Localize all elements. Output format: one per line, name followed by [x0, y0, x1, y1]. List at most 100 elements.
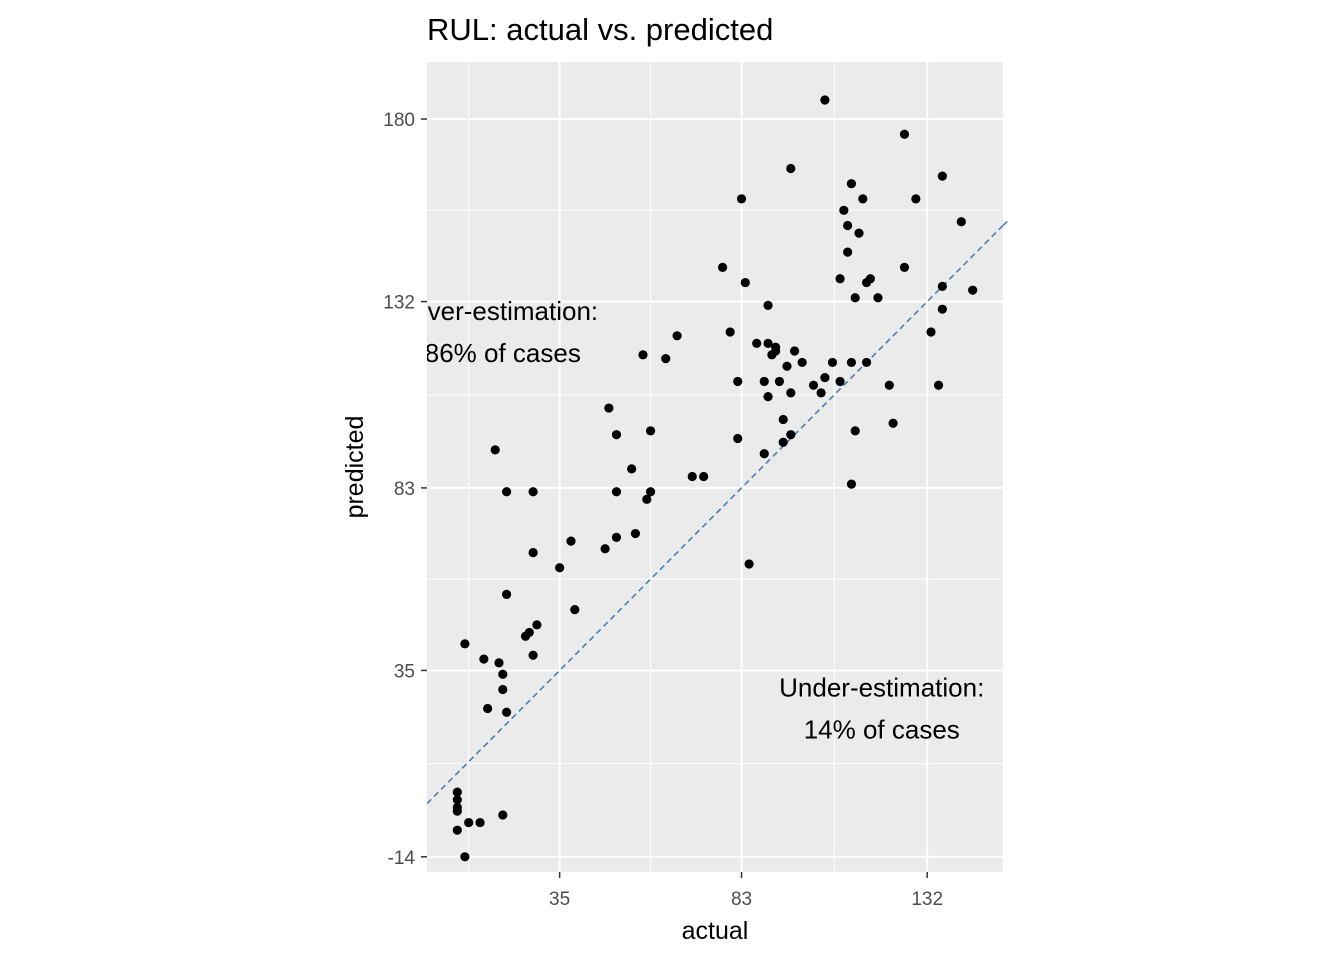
data-point [899, 129, 910, 139]
annotation-text-2-2: 14% of cases [804, 714, 960, 744]
data-points [452, 95, 978, 862]
y-axis-title: predicted [341, 416, 369, 519]
data-point [736, 194, 747, 204]
data-point [687, 471, 697, 482]
data-point [789, 346, 800, 356]
data-point [528, 487, 538, 497]
data-point [498, 810, 508, 820]
data-point [926, 327, 936, 337]
data-point [528, 547, 538, 558]
data-point [494, 658, 504, 668]
data-point [570, 605, 580, 615]
data-point [452, 802, 462, 812]
identity-line [427, 224, 1003, 805]
axes: 35 83 132 -14 35 83 132 180 [383, 110, 943, 910]
y-tick-label: 180 [383, 110, 415, 131]
data-point [460, 852, 470, 862]
data-point [672, 331, 682, 341]
data-point [460, 639, 470, 649]
annotation-text-1-1: Over-estimation: [407, 296, 598, 326]
data-point [873, 293, 883, 303]
data-point [759, 449, 769, 459]
data-point [532, 620, 542, 630]
data-point [839, 205, 849, 215]
annotations: Over-estimation: 86% of cases Under-estima… [407, 296, 984, 744]
data-point [604, 403, 614, 413]
data-point [937, 304, 947, 314]
data-point [501, 487, 512, 497]
data-point [490, 445, 500, 455]
data-point [861, 357, 872, 368]
data-point [661, 354, 671, 364]
data-point [740, 277, 750, 288]
data-point [733, 433, 743, 444]
data-point [600, 544, 610, 554]
data-point [638, 350, 648, 360]
annotation-text-1-2: 86% of cases [425, 338, 581, 368]
data-point [835, 274, 845, 284]
x-tick-label: 83 [731, 889, 752, 910]
data-point [763, 338, 773, 349]
data-point [808, 380, 819, 390]
y-tick-label: -14 [388, 848, 416, 869]
data-point [759, 376, 769, 387]
data-point [498, 684, 508, 695]
identity-reference-line [427, 219, 1009, 805]
data-point [699, 471, 709, 482]
data-point [786, 163, 796, 174]
plot-panel [427, 62, 1003, 872]
data-point [956, 217, 966, 227]
data-point [611, 532, 622, 542]
data-point [820, 373, 830, 383]
data-point [797, 357, 807, 368]
data-point [611, 430, 622, 440]
y-tick-label: 35 [394, 661, 415, 682]
data-point [843, 220, 853, 231]
data-point [884, 380, 894, 390]
data-point [645, 487, 656, 497]
y-tick-label: 83 [394, 479, 415, 500]
y-tick-label: 132 [383, 293, 415, 314]
data-point [820, 95, 830, 105]
x-tick-label: 132 [911, 889, 943, 910]
x-axis-title: actual [682, 917, 749, 945]
data-point [774, 376, 785, 387]
data-point [464, 817, 474, 828]
data-point [717, 262, 728, 272]
data-point [782, 361, 792, 371]
data-point [498, 669, 508, 679]
data-point [850, 293, 860, 303]
data-point [501, 589, 512, 599]
annotation-text-2-1: Under-estimation: [779, 672, 984, 702]
data-point [858, 194, 868, 204]
data-point [911, 194, 921, 204]
data-point [778, 437, 788, 447]
data-point [733, 376, 743, 387]
data-point [888, 418, 898, 428]
data-point [763, 392, 773, 402]
data-point [645, 426, 656, 436]
major-gridlines [427, 62, 1003, 872]
data-point [854, 228, 864, 238]
data-point [843, 247, 853, 257]
data-point [846, 179, 857, 189]
minor-gridlines [427, 62, 1003, 872]
data-point [752, 338, 762, 349]
data-point [642, 494, 652, 504]
data-point [479, 654, 489, 664]
data-point [835, 376, 845, 387]
data-point [763, 300, 773, 310]
data-point [846, 357, 857, 368]
data-point [483, 703, 493, 714]
data-point [501, 707, 512, 717]
data-point [524, 627, 534, 638]
data-point [452, 795, 462, 805]
data-point [786, 388, 796, 398]
data-point [968, 285, 978, 295]
data-point [725, 327, 735, 337]
data-point [452, 825, 462, 835]
data-point [786, 430, 796, 440]
data-point [827, 357, 838, 368]
data-point [778, 414, 788, 425]
data-point [555, 563, 565, 573]
